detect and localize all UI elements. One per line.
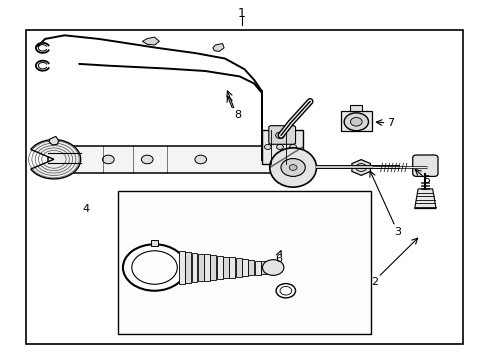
Polygon shape: [212, 44, 224, 51]
Bar: [203, 255, 209, 280]
Bar: [47, 146, 281, 173]
Circle shape: [355, 163, 366, 171]
Text: 5: 5: [423, 175, 429, 185]
Bar: [26, 30, 462, 344]
Circle shape: [102, 155, 114, 164]
Bar: [242, 259, 247, 276]
Bar: [179, 251, 184, 284]
Bar: [198, 254, 203, 281]
Circle shape: [344, 113, 368, 131]
Bar: [191, 253, 197, 282]
Bar: [280, 234, 285, 237]
Circle shape: [276, 144, 283, 149]
FancyBboxPatch shape: [412, 155, 437, 176]
Ellipse shape: [269, 148, 316, 187]
FancyBboxPatch shape: [268, 126, 295, 144]
Bar: [210, 255, 216, 280]
Text: 8: 8: [234, 110, 241, 120]
Circle shape: [273, 240, 290, 252]
Circle shape: [350, 117, 362, 126]
Bar: [235, 258, 241, 277]
Bar: [185, 252, 191, 283]
Circle shape: [264, 144, 271, 149]
Bar: [350, 105, 362, 111]
Bar: [118, 191, 370, 334]
Polygon shape: [142, 37, 159, 45]
Text: 7: 7: [386, 118, 393, 128]
Circle shape: [289, 144, 296, 149]
Bar: [216, 256, 222, 279]
Text: 4: 4: [83, 203, 90, 213]
Bar: [223, 257, 228, 278]
Text: 3: 3: [393, 227, 400, 237]
Wedge shape: [31, 140, 81, 179]
Circle shape: [195, 155, 206, 164]
Bar: [229, 257, 235, 278]
Bar: [261, 261, 266, 274]
Bar: [248, 260, 254, 275]
Circle shape: [288, 165, 296, 170]
Polygon shape: [49, 136, 59, 145]
Bar: [254, 261, 260, 275]
Bar: [340, 111, 371, 131]
Circle shape: [281, 158, 305, 176]
Text: 1: 1: [238, 8, 245, 21]
Polygon shape: [414, 189, 435, 208]
Bar: [150, 240, 158, 246]
Bar: [261, 130, 302, 164]
Circle shape: [268, 236, 295, 256]
Circle shape: [275, 132, 284, 139]
Circle shape: [141, 155, 153, 164]
Circle shape: [262, 260, 284, 275]
Text: 6: 6: [274, 253, 282, 264]
Text: 2: 2: [370, 277, 378, 287]
